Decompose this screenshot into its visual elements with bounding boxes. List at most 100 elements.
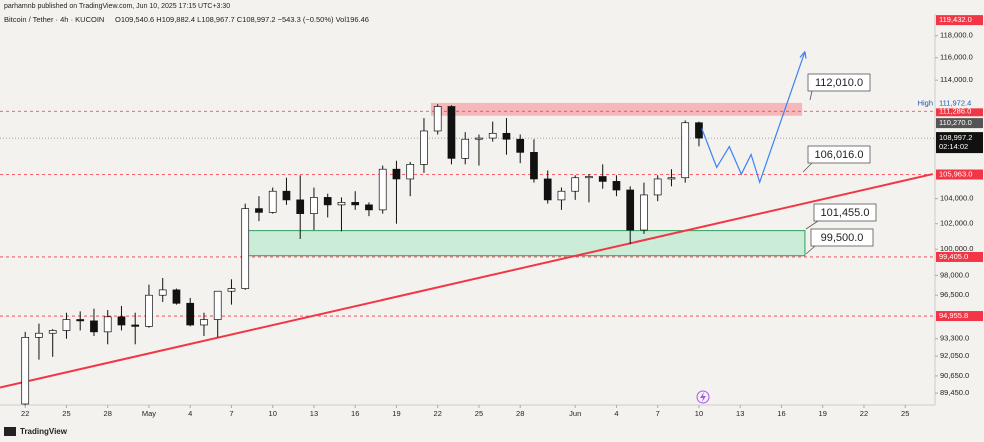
x-tick-label: 16 — [351, 409, 359, 418]
candle-body — [365, 204, 373, 211]
candle-body — [48, 330, 57, 334]
candle-body — [530, 151, 538, 180]
candle-body — [255, 208, 263, 213]
x-tick-label: May — [142, 409, 156, 418]
x-tick-label: 7 — [656, 409, 660, 418]
y-tick-label: 100,000.0 — [940, 244, 973, 253]
candle-body — [76, 319, 85, 322]
x-tick-label: 16 — [777, 409, 785, 418]
logo — [4, 427, 16, 436]
candle-body — [131, 324, 140, 327]
annotation-box — [807, 73, 871, 92]
x-tick-label: 22 — [860, 409, 868, 418]
zone-box — [430, 102, 803, 116]
annotation-label: 101,455.0 — [821, 207, 870, 219]
candle-body — [227, 288, 236, 292]
candle-body — [653, 178, 662, 196]
candle-body — [90, 320, 98, 333]
candle-body — [585, 176, 593, 179]
candle-body — [21, 337, 30, 405]
projection-arrow — [799, 51, 807, 59]
price-tag-label: 111,972.4 — [939, 98, 971, 107]
last-price-label: 108,997.2 — [939, 133, 972, 142]
trendline — [0, 173, 933, 389]
y-tick-label: 93,300.0 — [940, 334, 969, 343]
candle-body — [640, 194, 648, 231]
candle-body — [35, 332, 43, 338]
footer: TradingView — [20, 427, 68, 436]
annotation-label: 112,010.0 — [815, 77, 863, 89]
x-tick-label: 25 — [475, 409, 483, 418]
candle-body — [695, 122, 703, 139]
candle-body — [406, 164, 415, 180]
annotation-connector — [809, 90, 813, 101]
candle-body — [200, 319, 208, 326]
price-tag — [936, 98, 983, 109]
annotation-label: 106,016.0 — [815, 149, 864, 161]
last-price-tag — [936, 132, 983, 154]
symbol: Bitcoin / Tether · 4h · KUCOIN — [4, 15, 104, 24]
price-tag — [936, 169, 983, 180]
x-tick-label: 22 — [434, 409, 442, 418]
candle-body — [461, 138, 470, 159]
y-tick-label: 98,000.0 — [940, 270, 969, 279]
x-tick-label: 4 — [188, 409, 192, 418]
candle-body — [310, 197, 318, 214]
y-tick-label: 89,450.0 — [940, 388, 969, 397]
annotation-box — [813, 203, 877, 222]
countdown: 02:14:02 — [939, 142, 968, 151]
projection-path — [701, 51, 806, 185]
y-tick-label: 92,050.0 — [940, 351, 969, 360]
candle-body — [117, 316, 126, 326]
price-tag-label: 119,432.0 — [939, 15, 972, 24]
x-tick-label: 25 — [62, 409, 70, 418]
price-tag — [936, 106, 983, 117]
annotation-connector — [805, 220, 819, 230]
price-tag-label: 99,405.0 — [939, 252, 968, 261]
y-tick-label: 116,000.0 — [940, 53, 973, 62]
zone-box — [243, 230, 806, 257]
candle-body — [213, 290, 222, 320]
x-tick-label: 25 — [901, 409, 909, 418]
candle-body — [433, 106, 442, 132]
candle-body — [392, 168, 401, 180]
candle-body — [62, 319, 71, 331]
candle-body — [475, 137, 483, 140]
candle-body — [667, 177, 676, 180]
candle-body — [172, 289, 181, 304]
author-line: parhamnb published on TradingView.com, J… — [4, 3, 230, 10]
price-tag — [936, 15, 983, 26]
candle-body — [351, 202, 360, 206]
y-tick-label: 96,500.0 — [940, 290, 969, 299]
price-tag-label: 94,955.8 — [939, 311, 968, 320]
event-bolt — [700, 392, 706, 402]
annotation-label: 99,500.0 — [821, 232, 864, 244]
x-tick-label: 28 — [516, 409, 524, 418]
candle-body — [158, 289, 167, 296]
candle-body — [241, 208, 250, 289]
candle-body — [337, 202, 346, 206]
candle-body — [571, 177, 580, 192]
candle-body — [543, 178, 552, 201]
candle-body — [502, 132, 511, 140]
x-tick-label: 10 — [695, 409, 703, 418]
price-tag-label: 111,286.0 — [939, 106, 971, 115]
candle-body — [323, 197, 332, 206]
candle-body — [378, 168, 387, 211]
y-tick-label: 90,650.0 — [940, 371, 969, 380]
y-tick-label: 102,000.0 — [940, 219, 973, 228]
x-tick-label: 19 — [392, 409, 400, 418]
event-icon[interactable] — [696, 390, 710, 404]
candle-body — [186, 302, 195, 326]
y-tick-label: 114,000.0 — [940, 75, 973, 84]
price-tag-note: High — [918, 98, 933, 107]
candle-body — [557, 190, 566, 201]
ohlc: O109,540.6 H109,882.4 L108,967.7 C108,99… — [115, 15, 369, 24]
x-tick-label: 7 — [229, 409, 233, 418]
price-tag-label: 110,270.0 — [939, 118, 972, 127]
candle-body — [282, 190, 291, 201]
candle-body — [296, 199, 305, 214]
x-tick-label: 28 — [104, 409, 112, 418]
candle-body — [103, 316, 112, 333]
